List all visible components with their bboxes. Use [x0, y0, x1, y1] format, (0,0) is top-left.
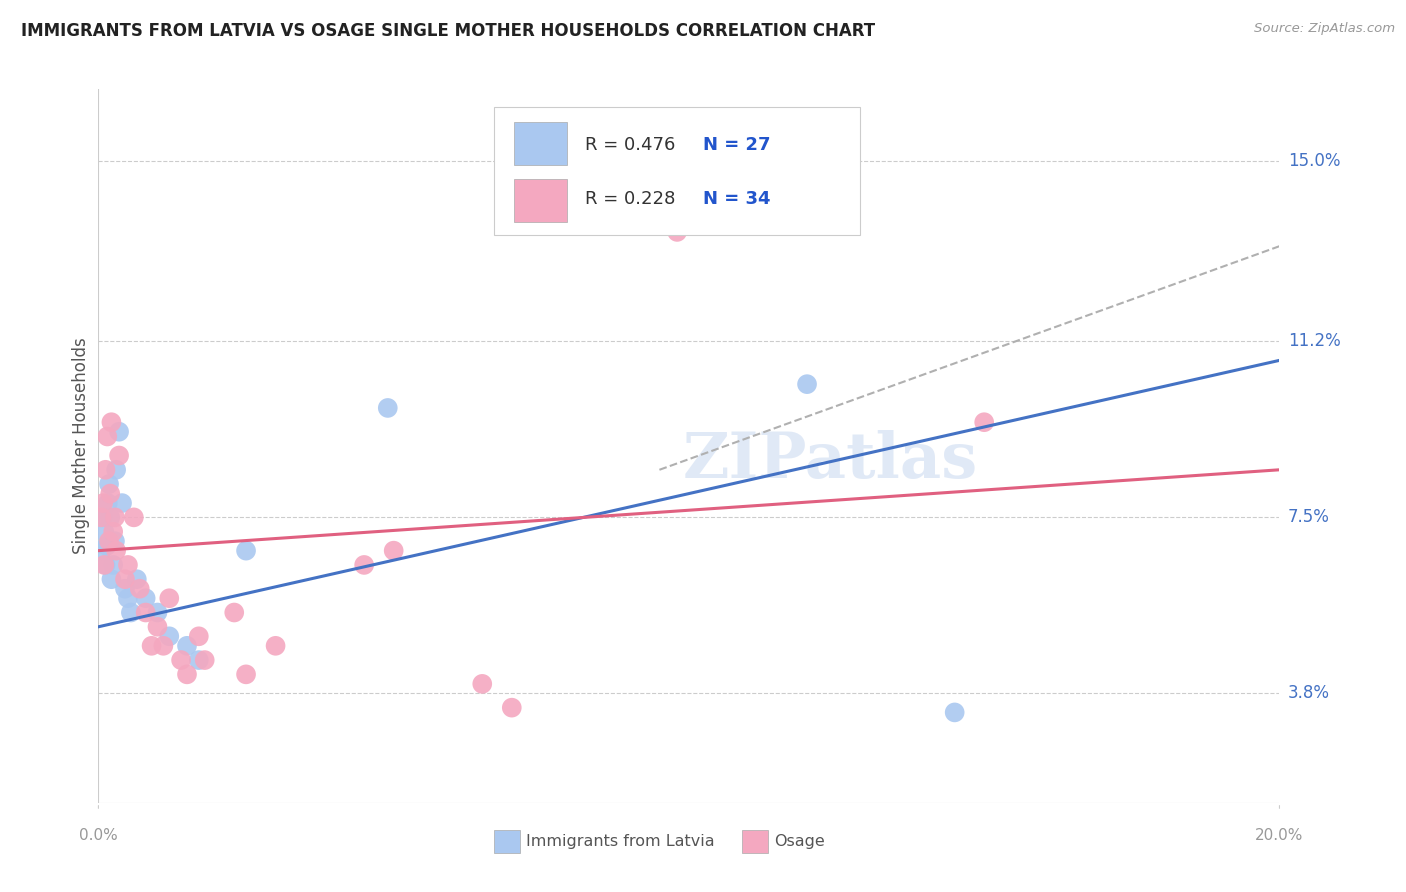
Point — [93, 524, 115, 539]
Point — [382, 543, 405, 558]
Text: IMMIGRANTS FROM LATVIA VS OSAGE SINGLE MOTHER HOUSEHOLDS CORRELATION CHART: IMMIGRANTS FROM LATVIA VS OSAGE SINGLE M… — [21, 22, 875, 40]
Point — [100, 572, 122, 586]
Point — [141, 639, 163, 653]
Point — [973, 415, 995, 429]
Point — [91, 510, 114, 524]
FancyBboxPatch shape — [515, 179, 567, 222]
Text: Osage: Osage — [773, 834, 825, 849]
Point — [235, 543, 257, 558]
Point — [117, 558, 139, 572]
Text: 7.5%: 7.5% — [1288, 508, 1330, 526]
Point — [187, 653, 209, 667]
Text: 0.0%: 0.0% — [79, 828, 118, 843]
Text: ZIPatlas: ZIPatlas — [683, 430, 979, 491]
Point — [98, 486, 121, 500]
Point — [93, 558, 115, 572]
Point — [108, 449, 131, 463]
Point — [471, 677, 494, 691]
Point — [170, 653, 193, 667]
Text: R = 0.228: R = 0.228 — [585, 190, 675, 208]
Point — [90, 510, 112, 524]
Point — [98, 510, 121, 524]
Point — [666, 225, 689, 239]
Point — [187, 629, 209, 643]
Point — [176, 667, 198, 681]
Point — [377, 401, 399, 415]
FancyBboxPatch shape — [494, 830, 520, 853]
Text: N = 34: N = 34 — [703, 190, 770, 208]
Y-axis label: Single Mother Households: Single Mother Households — [72, 338, 90, 554]
Text: Immigrants from Latvia: Immigrants from Latvia — [526, 834, 714, 849]
Point — [943, 706, 966, 720]
Point — [157, 591, 180, 606]
Point — [117, 591, 139, 606]
Point — [94, 558, 117, 572]
Point — [104, 510, 127, 524]
Point — [90, 543, 112, 558]
Point — [152, 639, 174, 653]
Point — [114, 572, 136, 586]
Point — [194, 653, 217, 667]
Point — [96, 539, 118, 553]
Point — [105, 463, 128, 477]
Text: 15.0%: 15.0% — [1288, 152, 1340, 169]
Text: 20.0%: 20.0% — [1256, 828, 1303, 843]
Point — [135, 591, 157, 606]
Point — [146, 620, 169, 634]
Point — [135, 606, 157, 620]
Point — [264, 639, 287, 653]
FancyBboxPatch shape — [742, 830, 768, 853]
Point — [120, 606, 142, 620]
Point — [103, 558, 125, 572]
Point — [98, 477, 121, 491]
Point — [105, 543, 128, 558]
Point — [108, 425, 131, 439]
Point — [122, 510, 145, 524]
Text: 11.2%: 11.2% — [1288, 333, 1340, 351]
Text: Source: ZipAtlas.com: Source: ZipAtlas.com — [1254, 22, 1395, 36]
FancyBboxPatch shape — [515, 122, 567, 165]
Point — [111, 496, 134, 510]
Point — [125, 572, 148, 586]
Point — [91, 496, 114, 510]
Point — [103, 524, 125, 539]
Point — [501, 700, 523, 714]
Point — [796, 377, 818, 392]
Point — [100, 415, 122, 429]
Point — [128, 582, 150, 596]
Point — [157, 629, 180, 643]
Text: R = 0.476: R = 0.476 — [585, 136, 675, 153]
Text: 3.8%: 3.8% — [1288, 684, 1330, 702]
Point — [235, 667, 257, 681]
Point — [98, 534, 121, 549]
Point — [96, 429, 118, 443]
FancyBboxPatch shape — [494, 107, 860, 235]
Text: N = 27: N = 27 — [703, 136, 770, 153]
Point — [224, 606, 246, 620]
Point — [97, 496, 120, 510]
Point — [114, 582, 136, 596]
Point — [104, 534, 127, 549]
Point — [146, 606, 169, 620]
Point — [176, 639, 198, 653]
Point — [353, 558, 375, 572]
Point — [94, 463, 117, 477]
